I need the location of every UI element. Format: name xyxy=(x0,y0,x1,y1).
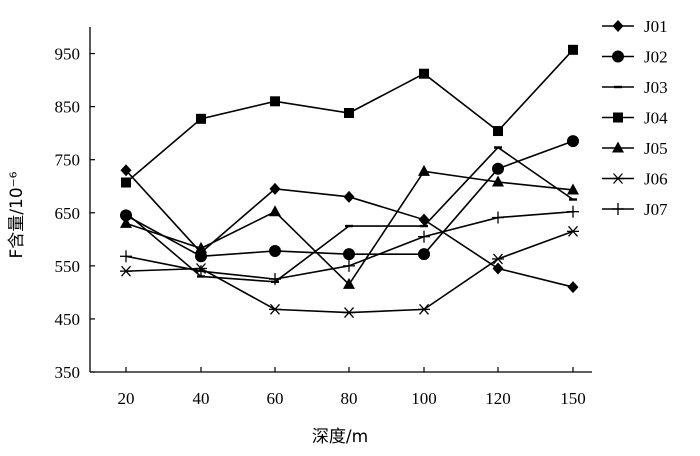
data-point-j05 xyxy=(567,183,579,195)
legend-item-j05: J05 xyxy=(602,139,668,158)
y-tick-label: 450 xyxy=(55,310,81,329)
legend-item-j02: J02 xyxy=(602,48,668,67)
data-point-j01 xyxy=(418,213,430,226)
data-point-j01 xyxy=(343,190,355,203)
data-point-j02 xyxy=(195,250,207,263)
y-tick-label: 850 xyxy=(55,98,81,117)
x-tick-label: 120 xyxy=(485,389,511,408)
data-point-j05 xyxy=(492,175,504,187)
data-point-j02 xyxy=(418,248,430,261)
data-point-j06 xyxy=(418,303,430,315)
x-tick-label: 150 xyxy=(560,389,586,408)
series-j07 xyxy=(120,205,579,286)
data-point-j02 xyxy=(269,244,281,257)
y-tick-label: 350 xyxy=(55,363,81,382)
legend-label-j06: J06 xyxy=(644,170,668,189)
legend-marker-j06 xyxy=(612,173,624,184)
data-point-j05 xyxy=(195,241,207,253)
x-tick-label: 40 xyxy=(193,389,210,408)
y-tick-label: 750 xyxy=(55,151,81,170)
data-point-j02 xyxy=(567,135,579,148)
data-point-j01 xyxy=(269,182,281,195)
data-point-j04 xyxy=(270,96,280,107)
y-tick-label: 950 xyxy=(55,45,81,64)
series-layer xyxy=(120,44,579,318)
data-point-j04 xyxy=(568,44,578,55)
x-axis-ticks: 20 40 60 80 100 120 150 xyxy=(118,367,586,408)
data-point-j02 xyxy=(343,248,355,261)
legend-marker-j02 xyxy=(612,50,624,63)
data-point-j05 xyxy=(269,205,281,217)
data-point-j07 xyxy=(195,265,207,278)
legend-label-j07: J07 xyxy=(644,200,668,219)
legend: J01 J02 J03 J04 J05 J06 J07 xyxy=(602,17,668,219)
y-axis-ticks: 350 450 550 650 750 850 950 xyxy=(55,45,95,382)
legend-label-j04: J04 xyxy=(644,109,668,128)
legend-marker-j05 xyxy=(612,141,624,153)
data-point-j05 xyxy=(418,164,430,176)
x-tick-label: 20 xyxy=(118,389,135,408)
legend-item-j06: J06 xyxy=(602,170,668,189)
data-point-j07 xyxy=(567,205,579,218)
y-axis-label: F含量/10⁻⁶ xyxy=(7,171,27,258)
data-point-j04 xyxy=(493,126,503,137)
x-axis-label: 深度/m xyxy=(312,427,368,447)
x-tick-label: 100 xyxy=(411,389,437,408)
data-point-j07 xyxy=(120,250,132,263)
data-point-j06 xyxy=(567,225,579,237)
data-point-j04 xyxy=(419,68,429,79)
data-point-j04 xyxy=(344,107,354,118)
data-point-j04 xyxy=(121,177,131,188)
legend-marker-j04 xyxy=(613,112,623,123)
data-point-j06 xyxy=(269,303,281,315)
x-tick-label: 80 xyxy=(341,389,358,408)
series-j04 xyxy=(121,44,578,188)
legend-marker-j01 xyxy=(612,20,624,32)
data-point-j01 xyxy=(567,281,579,294)
legend-item-j03: J03 xyxy=(602,78,668,97)
legend-label-j05: J05 xyxy=(644,139,668,158)
data-point-j02 xyxy=(492,162,504,175)
data-point-j06 xyxy=(492,253,504,265)
x-tick-label: 60 xyxy=(267,389,284,408)
legend-label-j01: J01 xyxy=(644,17,668,36)
legend-item-j01: J01 xyxy=(602,17,668,36)
data-point-j07 xyxy=(492,211,504,224)
legend-label-j02: J02 xyxy=(644,48,668,67)
chart-axes xyxy=(89,27,592,373)
data-point-j07 xyxy=(269,273,281,286)
legend-item-j04: J04 xyxy=(602,109,668,128)
y-tick-label: 650 xyxy=(55,204,81,223)
series-j05 xyxy=(120,164,579,289)
data-point-j01 xyxy=(120,164,132,177)
data-point-j05 xyxy=(120,216,132,228)
data-point-j07 xyxy=(343,259,355,272)
data-point-j01 xyxy=(492,262,504,275)
legend-item-j07: J07 xyxy=(602,200,668,219)
legend-label-j03: J03 xyxy=(644,78,668,97)
data-point-j06 xyxy=(343,307,355,318)
data-point-j04 xyxy=(196,113,206,124)
data-point-j07 xyxy=(418,230,430,243)
y-tick-label: 550 xyxy=(55,257,81,276)
data-point-j05 xyxy=(343,277,355,289)
legend-marker-j07 xyxy=(612,203,624,215)
data-point-j06 xyxy=(120,265,132,277)
